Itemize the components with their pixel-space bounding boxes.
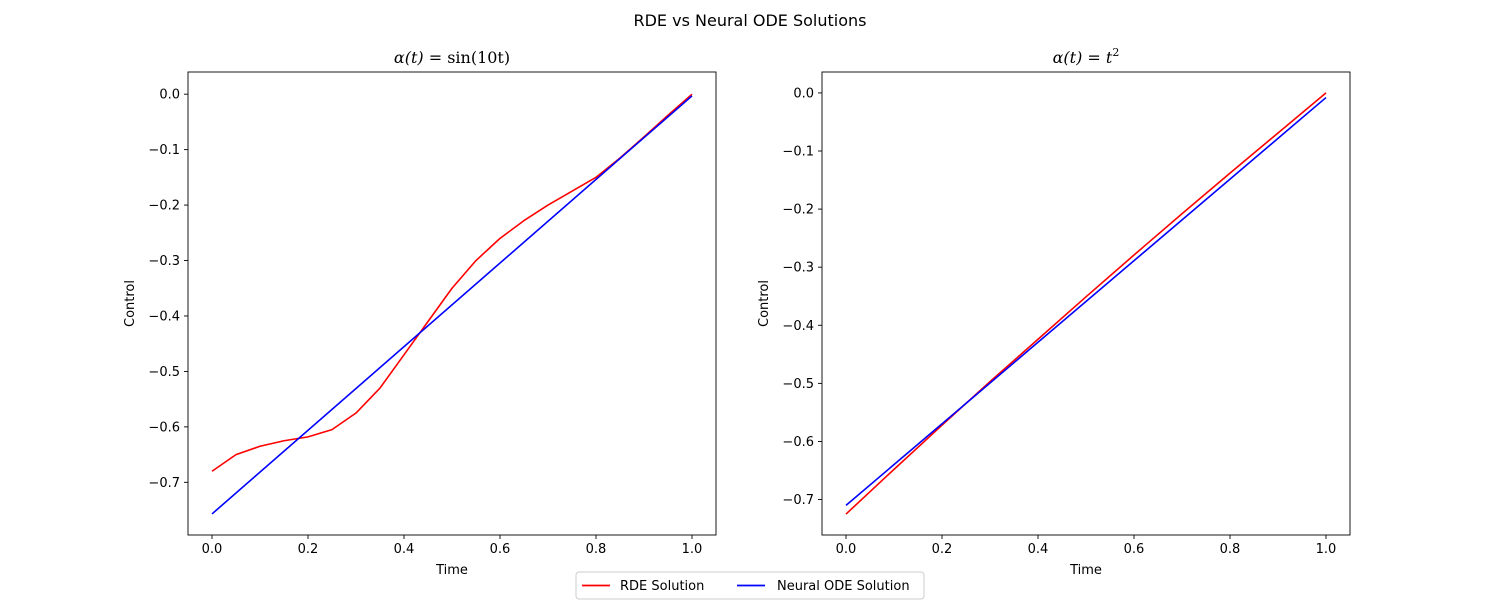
x-tick-label: 0.6 [1124, 542, 1145, 557]
y-tick-label: −0.2 [148, 199, 180, 214]
x-tick-label: 1.0 [1316, 542, 1337, 557]
series-line-rde [211, 93, 693, 472]
y-tick-label: −0.3 [148, 254, 180, 269]
x-tick-label: 0.8 [1220, 542, 1241, 557]
y-tick-label: −0.4 [782, 319, 814, 334]
y-tick-label: −0.3 [782, 261, 814, 276]
y-tick-label: 0.0 [159, 88, 180, 103]
figure-suptitle: RDE vs Neural ODE Solutions [633, 11, 866, 30]
subplot-title: α(t) = sin(10t) [394, 48, 510, 67]
y-axis-label: Control [757, 280, 772, 327]
series-line-neural-ode [211, 95, 693, 515]
legend-label: Neural ODE Solution [777, 579, 910, 594]
axes-root: 0.0 0.2 0.4 0.6 0.8 1.0 0.0 −0.1 −0.2 −0.3 −0.4 −0.… [123, 46, 1351, 578]
y-tick-label: −0.1 [782, 145, 814, 160]
x-tick-label: 0.6 [490, 542, 511, 557]
x-tick-label: 0.0 [836, 542, 857, 557]
y-tick-label: −0.6 [782, 435, 814, 450]
x-tick-label: 0.0 [202, 542, 223, 557]
x-tick-label: 0.2 [932, 542, 953, 557]
x-tick-label: 0.8 [586, 542, 607, 557]
x-tick-label: 1.0 [682, 542, 703, 557]
x-axis-label: Time [1069, 563, 1102, 578]
axes-frame [821, 71, 1351, 536]
y-tick-label: −0.4 [148, 309, 180, 324]
y-tick-label: 0.0 [793, 86, 814, 101]
legend: RDE Solution Neural ODE Solution [575, 571, 925, 600]
x-tick-label: 0.4 [1028, 542, 1049, 557]
y-tick-label: −0.1 [148, 143, 180, 158]
series-line-neural-ode [845, 96, 1327, 506]
subplot-2: 0.0 0.2 0.4 0.6 0.8 1.0 0.0 −0.1 −0.2 −0.3 −0.4 −0.… [757, 46, 1351, 578]
x-tick-label: 0.4 [394, 542, 415, 557]
series-line-rde [845, 92, 1327, 515]
x-axis-label: Time [435, 563, 468, 578]
subplot-title: α(t) = t2 [1053, 46, 1120, 67]
y-tick-label: −0.6 [148, 420, 180, 435]
x-tick-label: 0.2 [298, 542, 319, 557]
y-tick-label: −0.7 [148, 476, 180, 491]
y-tick-label: −0.7 [782, 493, 814, 508]
y-axis-label: Control [123, 280, 138, 327]
subplot-1: 0.0 0.2 0.4 0.6 0.8 1.0 0.0 −0.1 −0.2 −0.3 −0.4 −0.… [123, 48, 717, 578]
y-tick-label: −0.5 [148, 365, 180, 380]
axes-frame [187, 71, 717, 536]
legend-label: RDE Solution [620, 579, 704, 594]
y-tick-label: −0.2 [782, 203, 814, 218]
y-tick-label: −0.5 [782, 377, 814, 392]
